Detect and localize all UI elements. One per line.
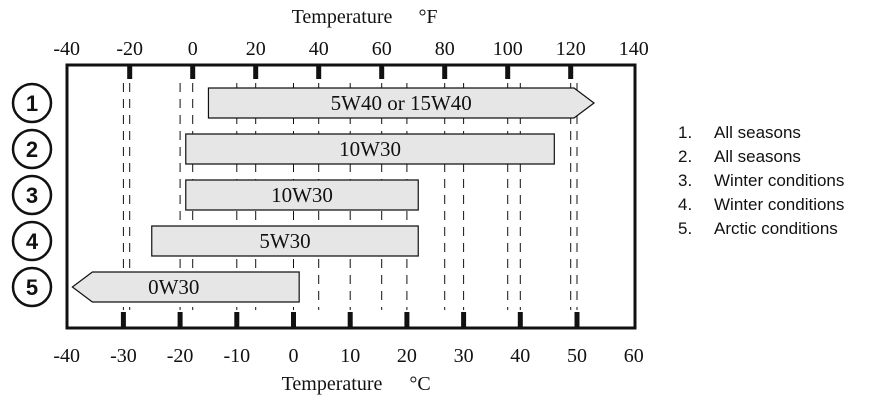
- oil-grade-bar: [151, 225, 419, 257]
- fahrenheit-tick-mark: [190, 65, 196, 79]
- celsius-tick-label: -40: [53, 345, 80, 367]
- row-number-label: 1: [26, 91, 38, 116]
- fahrenheit-tick-label: 100: [493, 38, 523, 60]
- fahrenheit-tick-label: 140: [619, 38, 649, 60]
- celsius-tick-label: 50: [567, 345, 587, 367]
- celsius-tick-mark: [347, 312, 353, 328]
- fahrenheit-tick-mark: [253, 65, 259, 79]
- fahrenheit-tick-mark: [505, 65, 511, 79]
- oil-grade-label: 5W30: [259, 229, 310, 253]
- oil-grade-label: 0W30: [148, 275, 199, 299]
- tick-marks: [120, 65, 580, 328]
- legend-item: 3. Winter conditions: [678, 169, 844, 193]
- legend-item-number: 3.: [678, 171, 693, 190]
- legend-item-text: Arctic conditions: [714, 219, 838, 238]
- celsius-tick-mark: [291, 312, 296, 328]
- celsius-tick-label: 60: [624, 345, 644, 367]
- row-number-label: 3: [26, 183, 38, 208]
- fahrenheit-tick-label: 0: [188, 38, 198, 60]
- legend-item: 4. Winter conditions: [678, 193, 844, 217]
- celsius-tick-label: 10: [340, 345, 360, 367]
- celsius-tick-mark: [461, 312, 467, 328]
- top-axis-unit: °F: [418, 6, 437, 28]
- bottom-axis-title: Temperature: [282, 373, 383, 395]
- fahrenheit-tick-label: 80: [435, 38, 455, 60]
- oil-grade-label: 10W30: [271, 183, 333, 207]
- fahrenheit-tick-mark: [442, 65, 448, 79]
- legend-item-number: 4.: [678, 195, 693, 214]
- oil-grade-bar: [185, 133, 555, 165]
- legend-item: 5. Arctic conditions: [678, 217, 844, 241]
- legend-item-number: 2.: [678, 147, 693, 166]
- fahrenheit-tick-mark: [316, 65, 322, 79]
- legend-item-text: All seasons: [714, 147, 801, 166]
- celsius-tick-mark: [234, 312, 240, 328]
- celsius-tick-mark: [517, 312, 523, 328]
- celsius-tick-label: -20: [167, 345, 194, 367]
- legend-item-text: Winter conditions: [714, 195, 845, 214]
- celsius-tick-label: 0: [289, 345, 299, 367]
- celsius-tick-mark: [404, 312, 410, 328]
- celsius-tick-label: 20: [397, 345, 417, 367]
- row-number-label: 5: [26, 275, 38, 300]
- legend-item: 2. All seasons: [678, 145, 844, 169]
- oil-grade-bar: [185, 179, 419, 211]
- row-number-circle: [11, 82, 53, 124]
- fahrenheit-tick-label: 60: [372, 38, 392, 60]
- plot-frame: [65, 63, 637, 330]
- fahrenheit-tick-mark: [127, 65, 133, 79]
- celsius-axis: -40 -30 -20 -10 0 10 20 30 40 50 60: [53, 345, 643, 367]
- oil-grade-bar: [71, 271, 300, 303]
- legend-item: 1. All seasons: [678, 121, 844, 145]
- fahrenheit-tick-label: 120: [556, 38, 586, 60]
- row-number-label: 2: [26, 137, 38, 162]
- fahrenheit-tick-mark: [379, 65, 385, 79]
- celsius-tick-label: -10: [223, 345, 250, 367]
- legend-item-number: 1.: [678, 123, 693, 142]
- celsius-tick-label: 30: [454, 345, 474, 367]
- legend-item-number: 5.: [678, 219, 693, 238]
- fahrenheit-tick-label: -40: [53, 38, 80, 60]
- legend: 1. All seasons 2. All seasons 3. Winter con…: [678, 121, 844, 241]
- row-number-label: 4: [26, 229, 39, 254]
- legend-item-text: All seasons: [714, 123, 801, 142]
- oil-grade-bar: [207, 87, 596, 119]
- celsius-tick-mark: [177, 312, 183, 328]
- legend-item-text: Winter conditions: [714, 171, 845, 190]
- fahrenheit-tick-label: -20: [116, 38, 143, 60]
- celsius-tick-mark: [120, 312, 126, 328]
- row-number-circle: [11, 174, 53, 216]
- row-number-circle: [11, 266, 53, 308]
- top-axis-title: Temperature: [292, 6, 393, 28]
- row-number-circle: [11, 220, 53, 262]
- celsius-tick-label: -30: [110, 345, 137, 367]
- celsius-tick-label: 40: [510, 345, 530, 367]
- fahrenheit-axis: -40 -20 0 20 40 60 80 100 120 140: [53, 38, 648, 60]
- row-number-badges: 1 2 3 4 5: [11, 82, 53, 308]
- fahrenheit-tick-mark: [568, 65, 574, 79]
- bottom-axis-unit: °C: [409, 373, 430, 395]
- celsius-tick-mark: [574, 312, 580, 328]
- row-number-circle: [11, 128, 53, 170]
- oil-grade-label: 10W30: [339, 137, 401, 161]
- oil-grade-label: 5W40 or 15W40: [331, 91, 472, 115]
- fahrenheit-tick-label: 40: [309, 38, 329, 60]
- fahrenheit-tick-label: 20: [246, 38, 266, 60]
